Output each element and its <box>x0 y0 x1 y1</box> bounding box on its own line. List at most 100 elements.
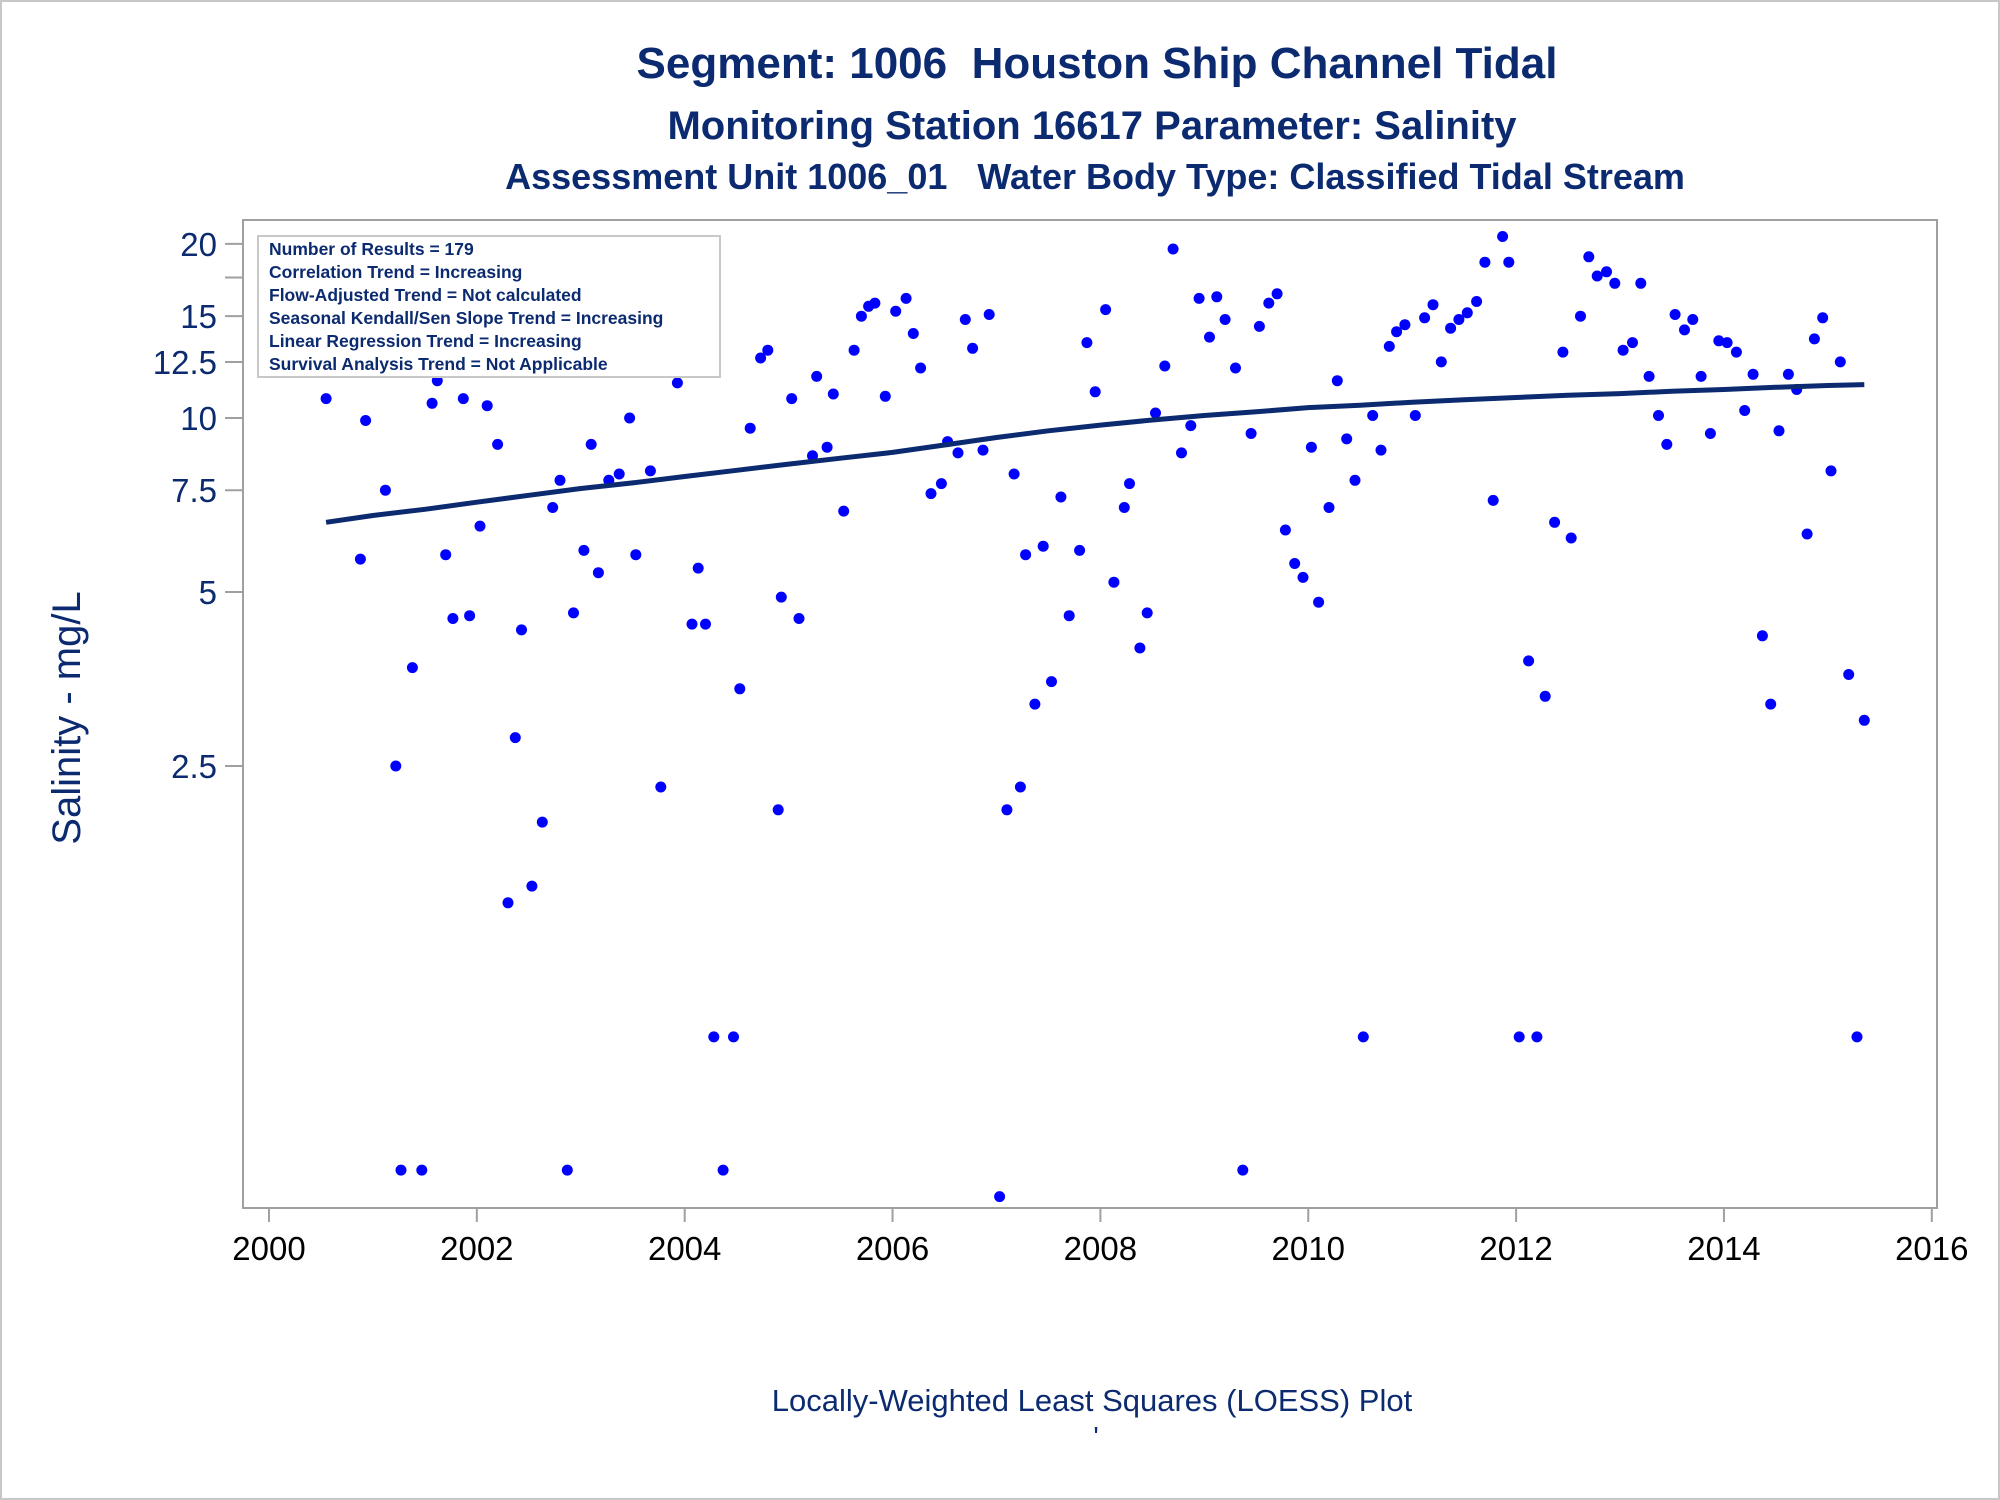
data-point <box>447 613 459 624</box>
footnote-mark: ' <box>1093 1421 1098 1452</box>
x-tick-label: 2010 <box>1272 1230 1345 1267</box>
data-point <box>1635 277 1647 289</box>
data-point <box>1773 425 1785 437</box>
data-point <box>1834 356 1846 368</box>
x-tick-label: 2006 <box>856 1230 929 1267</box>
y-tick-label: 15 <box>180 298 217 335</box>
data-point <box>1081 337 1093 349</box>
data-point <box>762 344 774 356</box>
y-tick-label: 2.5 <box>171 748 217 785</box>
data-point <box>1497 231 1509 242</box>
data-point <box>1669 309 1681 320</box>
data-point <box>1445 322 1457 334</box>
data-point <box>1756 630 1768 642</box>
data-point <box>1134 642 1146 654</box>
data-point <box>686 618 698 630</box>
data-point <box>516 624 527 636</box>
data-point <box>1851 1031 1863 1043</box>
data-point <box>1118 502 1130 513</box>
data-point <box>848 344 860 356</box>
data-point <box>1479 256 1491 268</box>
data-point <box>624 412 636 424</box>
data-point <box>1193 292 1205 304</box>
data-point <box>1323 502 1335 513</box>
data-point <box>1237 1164 1249 1176</box>
data-point <box>1055 491 1067 503</box>
data-point <box>1825 465 1837 477</box>
data-point <box>1721 337 1733 349</box>
data-point <box>395 1164 407 1176</box>
data-point <box>1843 669 1855 680</box>
data-point <box>1782 368 1794 380</box>
y-tick-label: 5 <box>199 574 217 611</box>
data-point <box>554 474 566 486</box>
data-point <box>869 297 881 309</box>
x-tick-label: 2014 <box>1687 1230 1760 1267</box>
data-point <box>671 377 683 389</box>
data-point <box>1014 781 1026 793</box>
data-point <box>1471 296 1483 307</box>
data-point <box>700 618 711 630</box>
data-point <box>464 610 476 622</box>
data-point <box>1704 428 1716 439</box>
data-point <box>1653 410 1664 421</box>
data-point <box>1185 420 1197 432</box>
data-point <box>1427 299 1439 311</box>
data-point <box>1141 607 1153 619</box>
data-point <box>1739 405 1751 416</box>
data-point <box>890 305 902 317</box>
stats-line-flow-adjusted: Flow-Adjusted Trend = Not calculated <box>269 285 582 305</box>
data-point <box>502 897 514 909</box>
data-point <box>1453 314 1465 325</box>
data-point <box>457 393 469 405</box>
data-point <box>1313 596 1325 608</box>
stats-box-frame <box>257 235 721 378</box>
data-point <box>1349 474 1361 486</box>
data-point <box>1037 540 1049 552</box>
data-point <box>1001 804 1013 816</box>
x-tick-label: 2000 <box>232 1230 305 1267</box>
y-tick-label: 10 <box>180 400 217 437</box>
data-point <box>1008 468 1020 480</box>
data-point <box>1858 714 1870 726</box>
data-point <box>744 422 756 434</box>
data-point <box>578 544 590 556</box>
data-point <box>1817 312 1829 324</box>
data-marks <box>320 231 1870 1203</box>
data-point <box>1124 478 1135 490</box>
data-point <box>1503 256 1515 268</box>
data-point <box>1063 610 1075 622</box>
x-tick-label: 2002 <box>440 1230 513 1267</box>
data-point <box>786 393 798 405</box>
data-point <box>1643 370 1655 382</box>
data-point <box>807 450 818 462</box>
data-point <box>1461 307 1473 319</box>
data-point <box>1211 291 1223 303</box>
data-point <box>561 1164 573 1176</box>
data-point <box>1383 340 1395 352</box>
data-point <box>827 388 839 400</box>
data-point <box>1159 360 1171 372</box>
data-point <box>644 465 656 477</box>
stats-box: Number of Results = 179 Correlation Tren… <box>257 235 721 378</box>
data-point <box>1801 528 1813 540</box>
data-point <box>1367 410 1379 421</box>
data-point <box>655 781 667 793</box>
data-point <box>1357 1031 1369 1043</box>
data-point <box>354 553 366 565</box>
data-point <box>915 362 927 374</box>
chart-subtitle: Monitoring Station 16617 Parameter: Sali… <box>667 104 1517 148</box>
data-point <box>977 444 989 456</box>
data-point <box>585 438 597 450</box>
data-point <box>821 441 833 453</box>
data-point <box>1219 314 1231 325</box>
footnote: Locally-Weighted Least Squares (LOESS) P… <box>772 1383 1413 1418</box>
data-point <box>1297 571 1309 583</box>
data-point <box>1419 312 1431 324</box>
data-point <box>390 760 402 772</box>
data-point <box>1627 337 1638 349</box>
data-point <box>772 804 784 816</box>
stats-line-seasonal-kendall: Seasonal Kendall/Sen Slope Trend = Incre… <box>269 308 663 328</box>
data-point <box>1713 335 1725 347</box>
